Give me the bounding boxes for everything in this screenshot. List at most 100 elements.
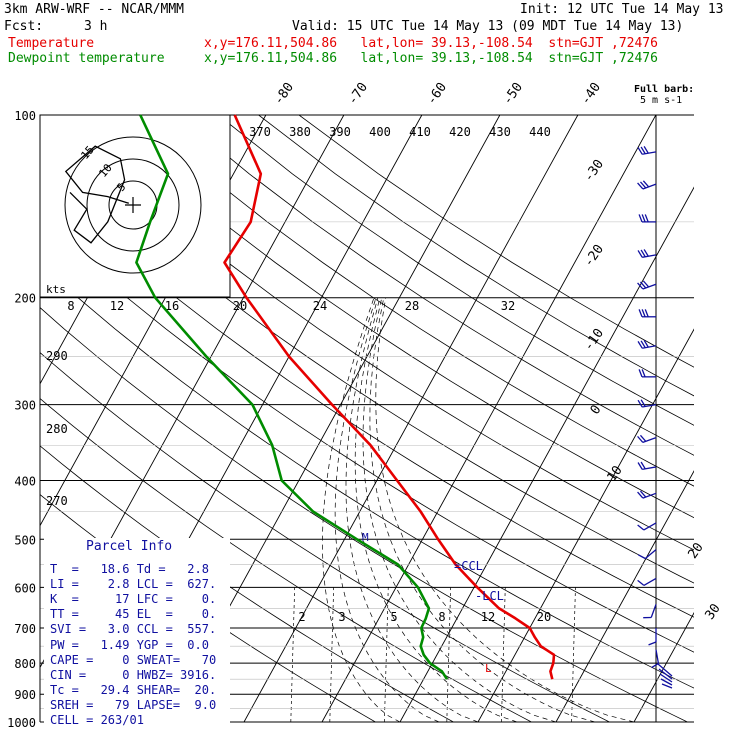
- theta-label: 370: [249, 125, 271, 139]
- theta-label: 430: [489, 125, 511, 139]
- profiles: =CCL -LCL M L: [135, 114, 556, 680]
- parcel-info-row: Tc = 29.4 SHEAR= 20.: [50, 682, 217, 697]
- pressure-label: 400: [14, 474, 36, 488]
- wind-barbs: [637, 146, 673, 689]
- wind-barb: [637, 339, 657, 349]
- moist-adiabat: [375, 297, 635, 722]
- parcel-info-row: T = 18.6 Td = 2.8: [50, 562, 209, 576]
- wind-barb: [643, 604, 657, 619]
- pressure-label: 900: [14, 688, 36, 702]
- pressure-label: 600: [14, 581, 36, 595]
- parcel-info-row: CAPE = 0 SWEAT= 70: [50, 652, 217, 667]
- full-barb-label: Full barb:: [634, 84, 695, 95]
- pressure-label: 1000: [7, 716, 36, 730]
- forecast-value: 3 h: [84, 19, 108, 34]
- isotherm: [555, 470, 694, 722]
- parcel-info-row: SREH = 79 LAPSE= 9.0: [50, 697, 217, 712]
- parcel-info-row: LI = 2.8 LCL = 627.: [50, 577, 217, 592]
- mixing-ratio-label: 12: [481, 610, 495, 624]
- theta-label: 380: [289, 125, 311, 139]
- dewpoint-profile: [135, 114, 449, 680]
- pressure-label: 700: [14, 622, 36, 636]
- ccl-marker: =CCL: [454, 559, 483, 573]
- isotherm: [633, 611, 694, 722]
- wind-barb: [638, 214, 656, 223]
- wind-barb: [637, 180, 657, 190]
- temperature-profile: [223, 114, 556, 680]
- pressure-label: 300: [14, 399, 36, 413]
- mixing-ratio-label: 3: [338, 610, 345, 624]
- hodograph-ring: [64, 136, 202, 274]
- moist-adiabat: [362, 297, 557, 722]
- isotherm-label: -30: [581, 157, 607, 185]
- isotherm-label: -50: [500, 80, 526, 108]
- moist-adiabat: [322, 297, 401, 722]
- isotherm-label: -20: [581, 242, 607, 270]
- dry-adiabat: [258, 115, 694, 397]
- speed-label: 32: [501, 299, 515, 313]
- forecast-label: Fcst:: [4, 19, 44, 34]
- parcel-info-row: SVI = 3.0 CCL = 557.: [50, 622, 217, 637]
- theta-left-label: 270: [46, 494, 68, 508]
- speed-label: 20: [233, 299, 247, 313]
- theta-label: 420: [449, 125, 471, 139]
- parcel-info-row: CELL = 263/01: [50, 713, 144, 727]
- mixing-ratio-line: [384, 587, 389, 722]
- wind-barb: [637, 399, 657, 408]
- speed-label: 8: [67, 299, 74, 313]
- speed-label: 24: [313, 299, 327, 313]
- pressure-label: 100: [14, 109, 36, 123]
- parcel-info-row: CIN = 0 HWBZ= 3916.: [50, 667, 217, 682]
- theta-left-label: 280: [46, 422, 68, 436]
- wind-barb: [637, 549, 657, 560]
- isotherm-label: -70: [345, 80, 371, 108]
- pressure-label: 800: [14, 657, 36, 671]
- speed-label: 16: [165, 299, 179, 313]
- isotherm: [399, 186, 694, 722]
- wind-barb: [651, 649, 660, 669]
- theta-left-label: 290: [46, 349, 68, 363]
- theta-label: 390: [329, 125, 351, 139]
- hodograph-ring: [86, 158, 180, 252]
- mixing-ratio-line: [501, 587, 506, 722]
- wind-barb: [637, 249, 657, 258]
- isotherm: [321, 115, 657, 722]
- wind-barb: [648, 627, 657, 646]
- dry-adiabat: [298, 115, 694, 368]
- hodograph-trace: [64, 145, 129, 244]
- isotherm-label: -60: [424, 80, 450, 108]
- wind-barb: [637, 490, 657, 499]
- moist-adiabat: [345, 297, 479, 722]
- mixing-ratio-line: [571, 587, 576, 722]
- pressure-label: 200: [14, 292, 36, 306]
- lower-marker: L: [485, 662, 492, 675]
- wind-barb: [638, 369, 656, 378]
- mixing-ratio-line: [329, 587, 335, 722]
- wind-barb: [637, 461, 657, 470]
- speed-label: 12: [110, 299, 124, 313]
- isotherm-label: -80: [271, 80, 297, 108]
- isotherm-label: -10: [581, 326, 607, 354]
- full-barb-unit: 5 m s-1: [640, 95, 683, 106]
- surface-barb: [660, 678, 673, 686]
- mixing-ratio-line: [446, 587, 452, 722]
- init-time: Init: 12 UTC Tue 14 May 13: [520, 2, 724, 17]
- hodograph-unit: kts: [46, 283, 66, 296]
- model-title: 3km ARW-WRF -- NCAR/MMM: [4, 2, 185, 17]
- dewpoint-legend: Dewpoint temperature: [8, 51, 165, 66]
- moist-adiabat: [334, 297, 440, 722]
- surface-barb: [661, 683, 673, 689]
- theta-label: 410: [409, 125, 431, 139]
- wind-barb: [637, 434, 657, 444]
- surface-barb: [657, 663, 673, 677]
- parcel-info-row: PW = 1.49 YGP = 0.0: [50, 637, 209, 652]
- dewpoint-location: x,y=176.11,504.86 lat,lon= 39.13,-108.54…: [204, 51, 658, 66]
- isotherm: [712, 115, 740, 722]
- lfc-marker: M: [362, 531, 369, 544]
- wind-barb: [637, 146, 657, 155]
- isotherm-label: 10: [604, 463, 625, 484]
- isotherm: [243, 115, 579, 722]
- mixing-ratio-label: 20: [537, 610, 551, 624]
